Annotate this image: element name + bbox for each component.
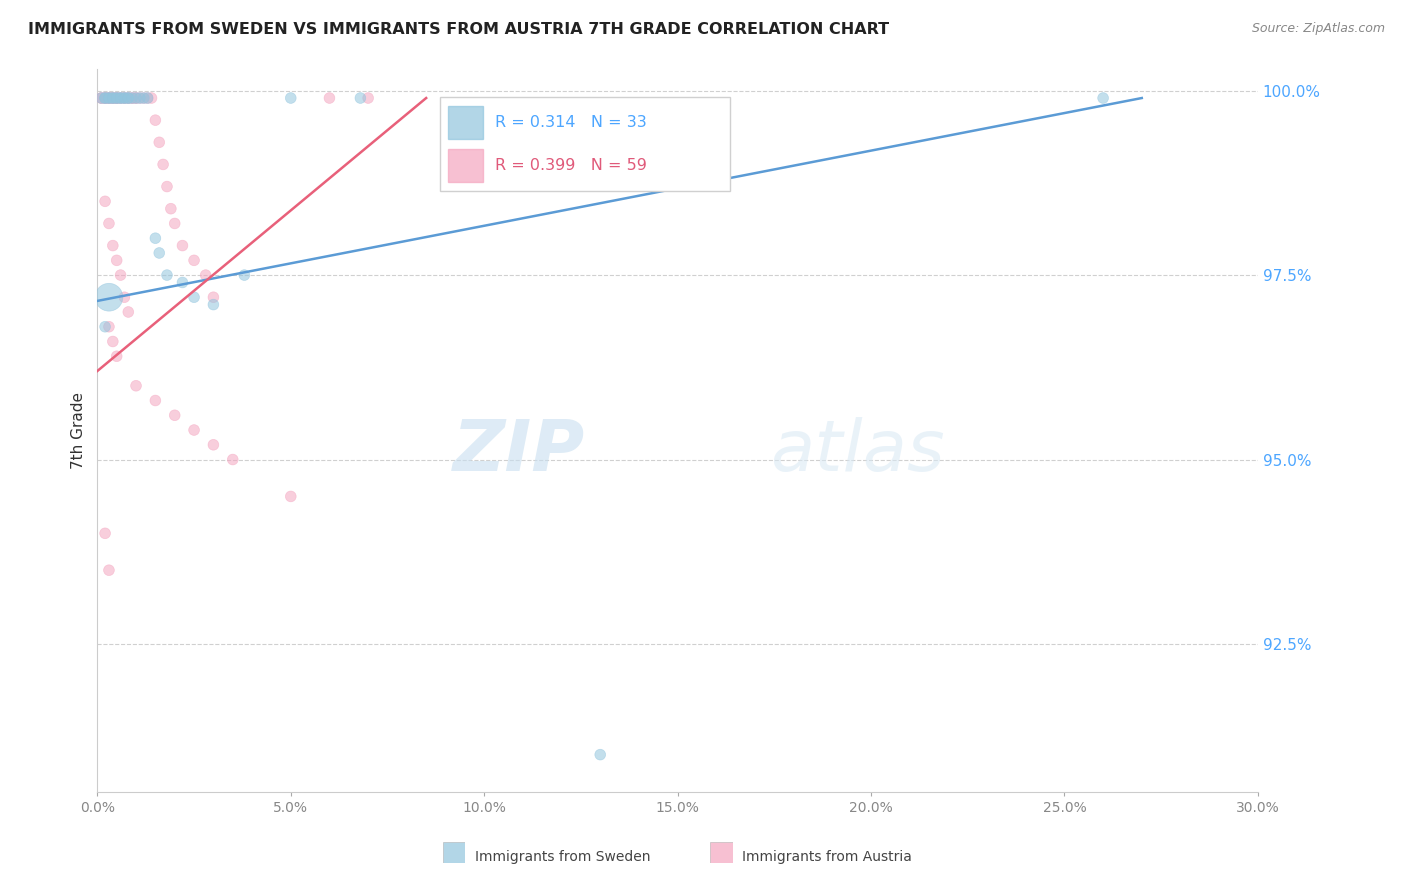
Point: [112, 290, 135, 304]
Point: [125, 91, 148, 105]
Point: [112, 91, 135, 105]
Point: [125, 91, 148, 105]
Point: [172, 276, 194, 290]
Point: [152, 157, 174, 171]
Point: [110, 91, 132, 105]
Point: [101, 334, 124, 349]
Text: atlas: atlas: [770, 417, 945, 486]
Point: [202, 290, 225, 304]
Point: [183, 253, 205, 268]
Point: [90, 91, 112, 105]
Point: [97, 91, 120, 105]
Point: [357, 91, 380, 105]
Point: [101, 91, 124, 105]
Point: [97, 91, 120, 105]
Point: [145, 113, 167, 128]
Y-axis label: 7th Grade: 7th Grade: [72, 392, 86, 468]
Text: IMMIGRANTS FROM SWEDEN VS IMMIGRANTS FROM AUSTRIA 7TH GRADE CORRELATION CHART: IMMIGRANTS FROM SWEDEN VS IMMIGRANTS FRO…: [28, 22, 889, 37]
Point: [101, 91, 124, 105]
Point: [160, 202, 183, 216]
Point: [589, 747, 612, 762]
Point: [172, 238, 194, 252]
Point: [163, 217, 186, 231]
Point: [105, 91, 128, 105]
Point: [112, 91, 135, 105]
Point: [105, 349, 128, 363]
Point: [156, 268, 179, 282]
Text: Immigrants from Austria: Immigrants from Austria: [742, 850, 912, 864]
Text: ZIP: ZIP: [453, 417, 585, 486]
Point: [97, 563, 120, 577]
Point: [105, 91, 128, 105]
Point: [94, 91, 117, 105]
Point: [183, 423, 205, 437]
Point: [117, 91, 139, 105]
Point: [94, 526, 117, 541]
Point: [121, 91, 143, 105]
Point: [101, 91, 124, 105]
Point: [202, 438, 225, 452]
Point: [110, 91, 132, 105]
Point: [318, 91, 340, 105]
Point: [90, 91, 112, 105]
Point: [121, 91, 143, 105]
Point: [183, 290, 205, 304]
Point: [97, 91, 120, 105]
Point: [117, 91, 139, 105]
Point: [97, 217, 120, 231]
Point: [349, 91, 371, 105]
Point: [101, 91, 124, 105]
Point: [125, 91, 148, 105]
Point: [202, 297, 225, 311]
Point: [117, 305, 139, 319]
Point: [90, 91, 112, 105]
Point: [94, 91, 117, 105]
Point: [280, 490, 302, 504]
Point: [97, 91, 120, 105]
Point: [1092, 91, 1115, 105]
Point: [280, 91, 302, 105]
Point: [94, 91, 117, 105]
Point: [125, 378, 148, 392]
Point: [110, 91, 132, 105]
Point: [105, 91, 128, 105]
Point: [145, 393, 167, 408]
Point: [156, 179, 179, 194]
Point: [163, 409, 186, 423]
Point: [121, 91, 143, 105]
Point: [101, 91, 124, 105]
Point: [148, 136, 170, 150]
Point: [117, 91, 139, 105]
Point: [97, 319, 120, 334]
Point: [94, 194, 117, 209]
Text: Source: ZipAtlas.com: Source: ZipAtlas.com: [1251, 22, 1385, 36]
Point: [136, 91, 159, 105]
Point: [112, 91, 135, 105]
Point: [194, 268, 217, 282]
Point: [101, 238, 124, 252]
Text: Immigrants from Sweden: Immigrants from Sweden: [475, 850, 651, 864]
Point: [132, 91, 155, 105]
Point: [129, 91, 152, 105]
Point: [112, 91, 135, 105]
Point: [132, 91, 155, 105]
Point: [145, 231, 167, 245]
Point: [110, 268, 132, 282]
Point: [136, 91, 159, 105]
Point: [97, 290, 120, 304]
Point: [94, 319, 117, 334]
Point: [141, 91, 163, 105]
Point: [94, 91, 117, 105]
Point: [105, 91, 128, 105]
Point: [97, 91, 120, 105]
Point: [94, 91, 117, 105]
Point: [148, 246, 170, 260]
Point: [117, 91, 139, 105]
Point: [105, 91, 128, 105]
Point: [105, 253, 128, 268]
Point: [129, 91, 152, 105]
Point: [110, 91, 132, 105]
Point: [233, 268, 256, 282]
Point: [222, 452, 245, 467]
